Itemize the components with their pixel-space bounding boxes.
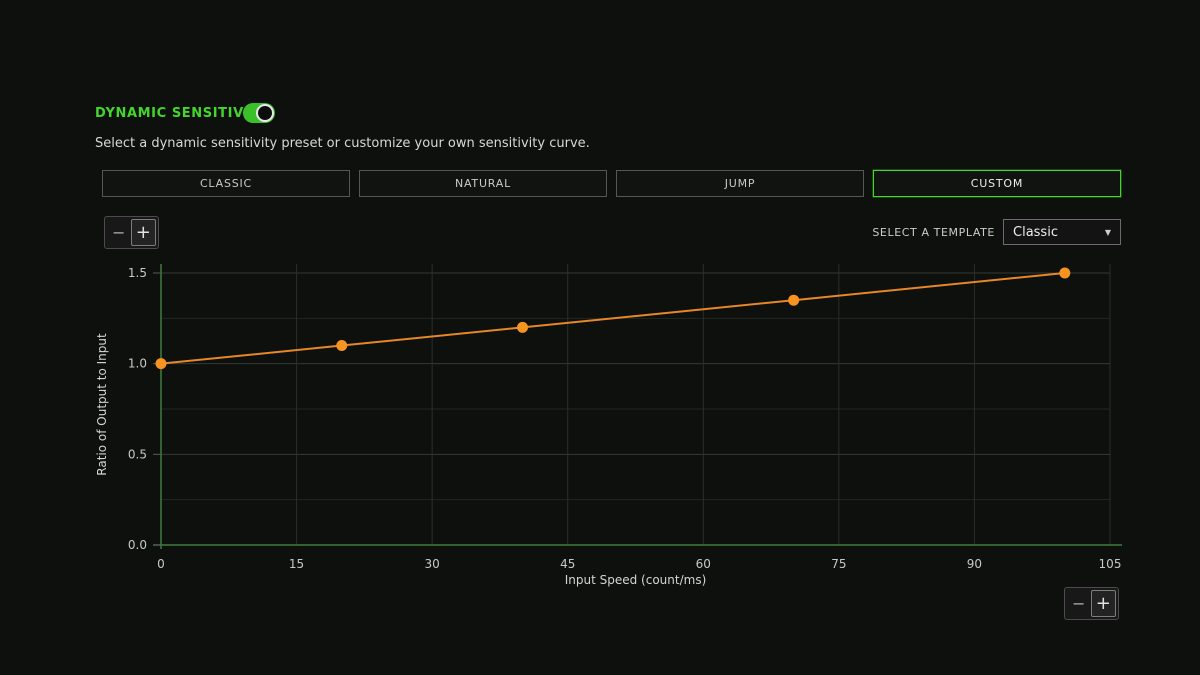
chart-zoom-control-secondary: − + <box>1064 587 1119 620</box>
page-subtitle: Select a dynamic sensitivity preset or c… <box>95 136 590 151</box>
y-axis-label: Ratio of Output to Input <box>95 333 109 476</box>
dynamic-sensitivity-toggle[interactable] <box>243 103 275 123</box>
chart-zoom-control: − + <box>104 216 159 249</box>
template-select-value: Classic <box>1013 224 1058 240</box>
x-tick-label: 75 <box>831 557 846 571</box>
template-select-label: SELECT A TEMPLATE <box>872 226 995 239</box>
page-title: DYNAMIC SENSITIVITY <box>95 106 269 121</box>
chevron-down-icon: ▼ <box>1104 227 1111 237</box>
x-tick-label: 45 <box>560 557 575 571</box>
y-tick-label: 1.0 <box>128 357 147 371</box>
tab-natural[interactable]: NATURAL <box>359 170 607 197</box>
x-tick-label: 105 <box>1099 557 1122 571</box>
tab-classic[interactable]: CLASSIC <box>102 170 350 197</box>
x-tick-label: 0 <box>157 557 165 571</box>
template-select[interactable]: Classic ▼ <box>1003 219 1121 245</box>
curve-point[interactable] <box>1059 267 1071 279</box>
toggle-knob-icon <box>256 104 274 122</box>
y-tick-label: 1.5 <box>128 266 147 280</box>
zoom-out-button[interactable]: − <box>112 223 126 242</box>
x-tick-label: 30 <box>425 557 440 571</box>
zoom-in-button[interactable]: + <box>1090 590 1116 617</box>
preset-tabs: CLASSIC NATURAL JUMP CUSTOM <box>102 170 1121 197</box>
x-tick-label: 90 <box>967 557 982 571</box>
x-tick-label: 15 <box>289 557 304 571</box>
y-tick-label: 0.0 <box>128 538 147 552</box>
zoom-in-button[interactable]: + <box>130 219 156 246</box>
x-axis-label: Input Speed (count/ms) <box>565 573 707 587</box>
curve-point[interactable] <box>788 294 800 306</box>
curve-point[interactable] <box>517 321 529 333</box>
x-tick-label: 60 <box>696 557 711 571</box>
y-tick-label: 0.5 <box>128 447 147 461</box>
curve-point[interactable] <box>155 358 167 370</box>
tab-custom[interactable]: CUSTOM <box>873 170 1121 197</box>
tab-jump[interactable]: JUMP <box>616 170 864 197</box>
curve-point[interactable] <box>336 340 348 352</box>
zoom-out-button[interactable]: − <box>1072 594 1086 613</box>
